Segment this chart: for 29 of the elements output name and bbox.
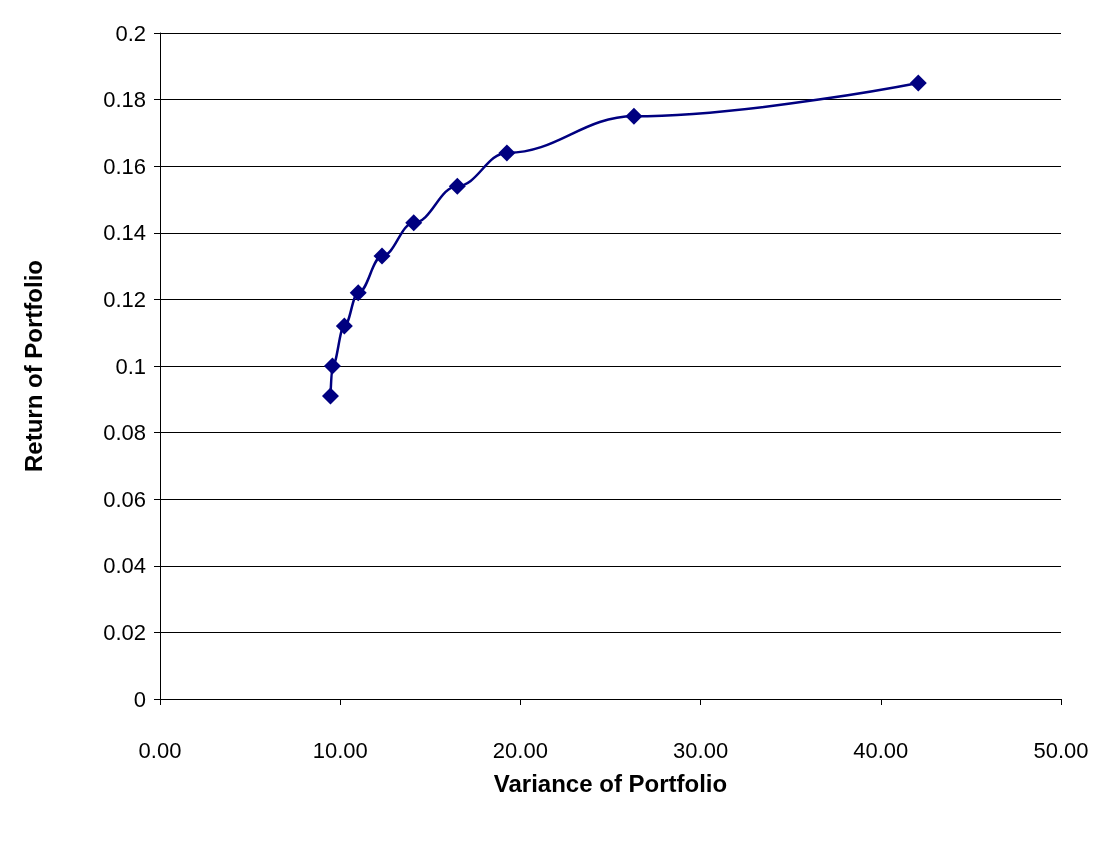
- x-axis-title: Variance of Portfolio: [493, 769, 728, 797]
- y-tick-label: 0.04: [103, 553, 146, 579]
- point: [373, 247, 391, 265]
- y-axis-title: Return of Portfolio: [19, 260, 47, 472]
- point: [349, 284, 367, 302]
- point: [909, 74, 927, 92]
- y-tick-label: 0.14: [103, 220, 146, 246]
- y-tick-label: 0.2: [115, 20, 146, 46]
- y-tick-label: 0.06: [103, 486, 146, 512]
- point: [321, 387, 339, 405]
- y-tick-label: 0.18: [103, 87, 146, 113]
- y-tick-label: 0.12: [103, 286, 146, 312]
- point: [448, 177, 466, 195]
- y-tick-label: 0.08: [103, 420, 146, 446]
- y-tick-label: 0.16: [103, 153, 146, 179]
- x-tick-label: 50.00: [1033, 737, 1089, 763]
- x-tick-label: 40.00: [853, 737, 909, 763]
- x-tick-label: 10.00: [312, 737, 368, 763]
- point: [405, 214, 423, 232]
- x-tick-label: 0.00: [138, 737, 182, 763]
- point: [323, 357, 341, 375]
- x-tick-label: 30.00: [673, 737, 729, 763]
- point: [625, 107, 643, 125]
- point: [498, 144, 516, 162]
- x-tick-label: 20.00: [492, 737, 548, 763]
- point: [335, 317, 353, 335]
- y-tick-label: 0.02: [103, 619, 146, 645]
- y-tick-label: 0.1: [115, 353, 146, 379]
- y-tick-label: 0: [133, 686, 146, 712]
